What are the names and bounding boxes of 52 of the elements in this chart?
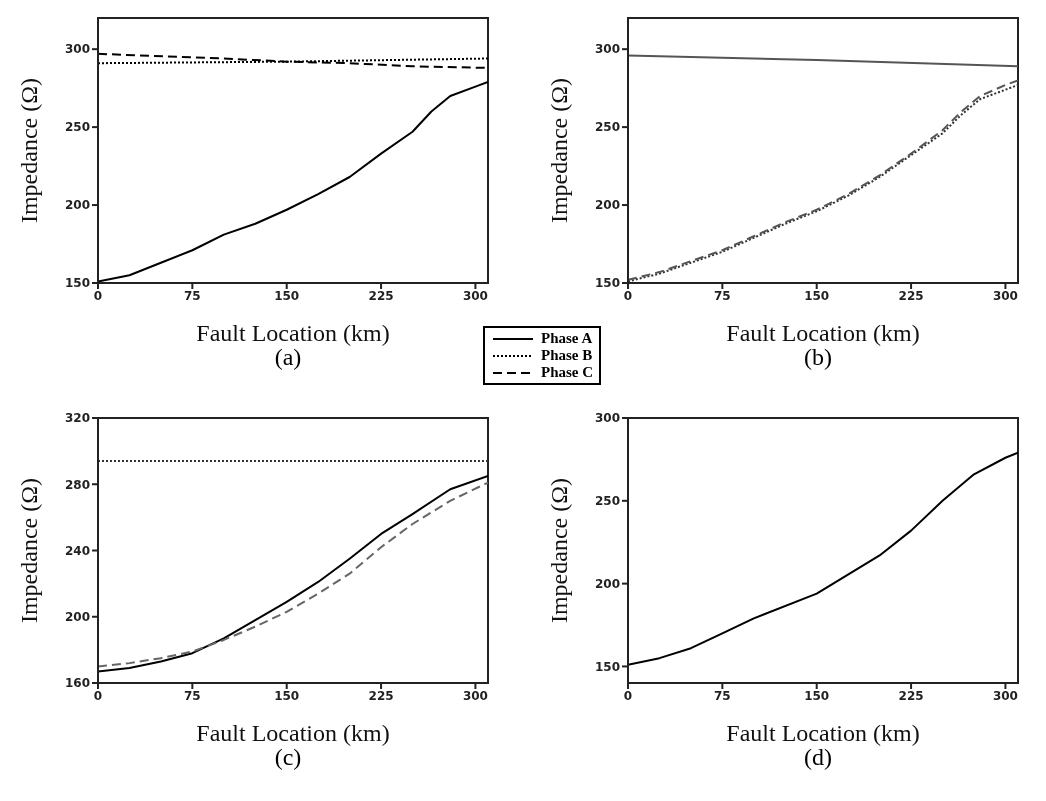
x-tick-label: 300 bbox=[462, 288, 488, 303]
x-tick-label: 0 bbox=[623, 288, 633, 303]
legend-label: Phase B bbox=[541, 347, 593, 364]
y-tick-label: 250 bbox=[64, 120, 90, 135]
y-tick-label: 300 bbox=[594, 42, 620, 57]
y-tick-label: 150 bbox=[64, 276, 90, 291]
y-tick-label: 250 bbox=[594, 494, 620, 509]
x-tick-label: 300 bbox=[992, 288, 1018, 303]
x-axis-title: Fault Location (km) bbox=[726, 720, 920, 746]
text: (d) bbox=[803, 744, 833, 771]
x-tick-label: 150 bbox=[274, 688, 300, 703]
x-axis-title: Fault Location (km) bbox=[196, 720, 390, 746]
x-tick-label: 300 bbox=[462, 688, 488, 703]
x-tick-label: 75 bbox=[714, 288, 731, 303]
x-tick-label: 75 bbox=[714, 688, 731, 703]
x-tick-label: 150 bbox=[804, 288, 830, 303]
x-tick-label: 0 bbox=[93, 288, 103, 303]
y-axis-title: Impedance (Ω) bbox=[15, 477, 42, 624]
legend-label: Phase C bbox=[541, 364, 594, 381]
y-axis-title: Impedance (Ω) bbox=[15, 77, 42, 224]
x-tick-label: 300 bbox=[992, 688, 1018, 703]
y-tick-label: 280 bbox=[64, 477, 90, 492]
y-axis-title: Impedance (Ω) bbox=[545, 77, 572, 224]
y-tick-label: 200 bbox=[64, 198, 90, 213]
text: (c) bbox=[273, 744, 303, 771]
y-tick-label: 200 bbox=[594, 576, 620, 591]
y-tick-label: 150 bbox=[594, 276, 620, 291]
y-tick-label: 200 bbox=[64, 610, 90, 625]
text: (b) bbox=[804, 344, 832, 370]
y-tick-label: 150 bbox=[594, 659, 620, 674]
y-tick-label: 250 bbox=[594, 120, 620, 135]
y-tick-label: 300 bbox=[594, 411, 620, 426]
y-tick-label: 300 bbox=[64, 42, 90, 57]
x-axis-title: Fault Location (km) bbox=[726, 320, 920, 346]
y-tick-label: 200 bbox=[594, 198, 620, 213]
x-tick-label: 225 bbox=[368, 288, 394, 303]
legend-label: Phase A bbox=[541, 330, 593, 347]
x-axis-title: Fault Location (km) bbox=[196, 320, 390, 346]
y-tick-label: 320 bbox=[64, 411, 90, 426]
x-tick-label: 0 bbox=[93, 688, 103, 703]
x-tick-label: 75 bbox=[184, 288, 201, 303]
y-tick-label: 240 bbox=[64, 543, 90, 558]
x-tick-label: 150 bbox=[804, 688, 830, 703]
text: (a) bbox=[273, 344, 303, 371]
x-tick-label: 225 bbox=[898, 688, 924, 703]
x-tick-label: 75 bbox=[184, 688, 201, 703]
x-tick-label: 225 bbox=[898, 288, 924, 303]
y-axis-title: Impedance (Ω) bbox=[545, 477, 572, 624]
y-tick-label: 160 bbox=[64, 676, 90, 691]
x-tick-label: 0 bbox=[623, 688, 633, 703]
x-tick-label: 225 bbox=[368, 688, 394, 703]
x-tick-label: 150 bbox=[274, 288, 300, 303]
